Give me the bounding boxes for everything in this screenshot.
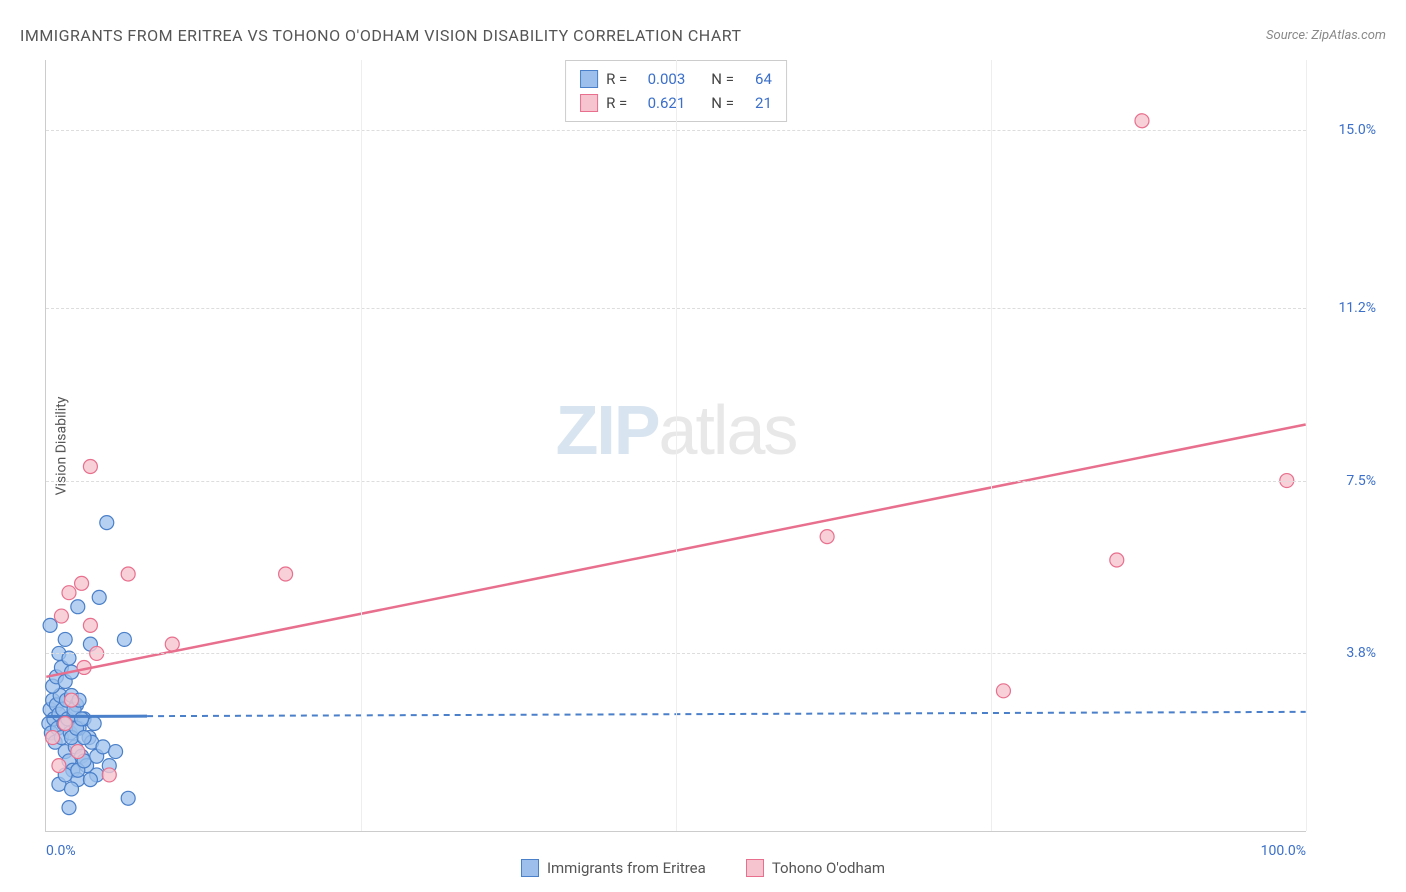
v-gridline [1306, 60, 1307, 831]
stat-n-label: N = [711, 91, 734, 115]
stat-r-value: 0.621 [635, 91, 685, 115]
scatter-point-tohono [75, 576, 89, 590]
scatter-point-tohono [83, 618, 97, 632]
scatter-point-tohono [996, 684, 1010, 698]
trend-line-eritrea [147, 712, 1306, 716]
scatter-point-tohono [1135, 114, 1149, 128]
x-tick-label: 100.0% [1261, 843, 1306, 859]
y-tick-label: 15.0% [1316, 122, 1376, 138]
v-gridline [676, 60, 677, 831]
legend-item-eritrea: Immigrants from Eritrea [521, 859, 706, 877]
scatter-point-eritrea [75, 712, 89, 726]
scatter-point-eritrea [58, 632, 72, 646]
scatter-point-tohono [71, 745, 85, 759]
legend-label: Tohono O'odham [772, 859, 885, 877]
scatter-point-eritrea [121, 791, 135, 805]
scatter-point-tohono [83, 460, 97, 474]
stat-n-value: 64 [742, 67, 772, 91]
scatter-point-tohono [46, 731, 60, 745]
legend-label: Immigrants from Eritrea [547, 859, 706, 877]
scatter-point-eritrea [117, 632, 131, 646]
scatter-point-tohono [58, 717, 72, 731]
scatter-point-tohono [54, 609, 68, 623]
v-gridline [361, 60, 362, 831]
scatter-point-eritrea [96, 740, 110, 754]
scatter-point-eritrea [65, 782, 79, 796]
legend-swatch-icon [580, 70, 598, 88]
x-tick-label: 0.0% [46, 843, 76, 859]
scatter-point-eritrea [100, 516, 114, 530]
scatter-point-eritrea [92, 590, 106, 604]
source-attribution: Source: ZipAtlas.com [1266, 28, 1386, 43]
y-tick-label: 7.5% [1316, 473, 1376, 489]
y-tick-label: 11.2% [1316, 300, 1376, 316]
chart-title: IMMIGRANTS FROM ERITREA VS TOHONO O'ODHA… [20, 26, 742, 45]
scatter-point-tohono [1110, 553, 1124, 567]
scatter-point-eritrea [62, 801, 76, 815]
scatter-point-eritrea [109, 745, 123, 759]
scatter-point-tohono [279, 567, 293, 581]
plot-area: ZIPatlas R =0.003N =64R =0.621N =21 3.8%… [45, 60, 1306, 832]
scatter-point-tohono [65, 693, 79, 707]
scatter-point-tohono [102, 768, 116, 782]
scatter-point-eritrea [87, 717, 101, 731]
legend-swatch-icon [580, 94, 598, 112]
scatter-point-eritrea [83, 773, 97, 787]
scatter-point-eritrea [77, 731, 91, 745]
scatter-point-tohono [165, 637, 179, 651]
v-gridline [991, 60, 992, 831]
scatter-point-eritrea [43, 618, 57, 632]
stat-n-label: N = [711, 67, 734, 91]
stat-r-label: R = [606, 67, 627, 91]
scatter-point-eritrea [71, 600, 85, 614]
legend-bottom: Immigrants from Eritrea Tohono O'odham [0, 859, 1406, 877]
stat-r-label: R = [606, 91, 627, 115]
scatter-point-tohono [52, 759, 66, 773]
scatter-point-tohono [121, 567, 135, 581]
stat-r-value: 0.003 [635, 67, 685, 91]
legend-swatch-icon [521, 859, 539, 877]
y-tick-label: 3.8% [1316, 645, 1376, 661]
scatter-point-tohono [62, 586, 76, 600]
scatter-point-tohono [820, 530, 834, 544]
stat-n-value: 21 [742, 91, 772, 115]
legend-item-tohono: Tohono O'odham [746, 859, 885, 877]
legend-swatch-icon [746, 859, 764, 877]
